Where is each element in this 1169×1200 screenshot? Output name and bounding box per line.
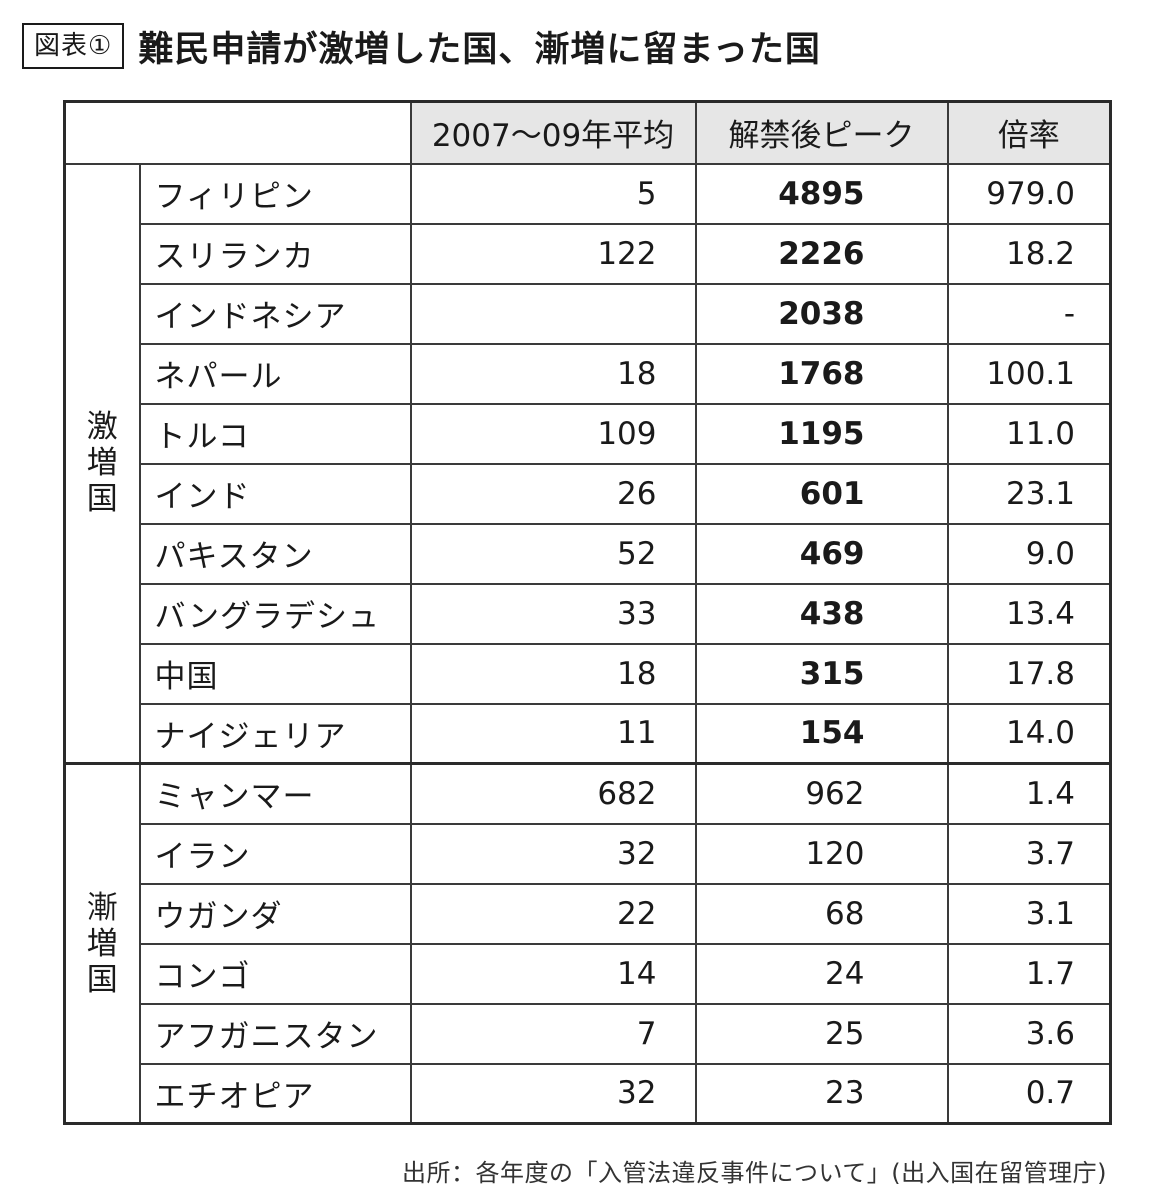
avg-cell: 5 xyxy=(409,162,697,225)
avg-cell: 18 xyxy=(409,342,697,405)
peak-cell: 962 xyxy=(694,762,949,825)
column-header-ratio: 倍率 xyxy=(946,100,1112,165)
country-cell: バングラデシュ xyxy=(138,582,412,645)
table-row: ネパール 18 1768 100.1 xyxy=(65,342,1112,405)
ratio-cell: 17.8 xyxy=(946,642,1112,705)
peak-cell: 23 xyxy=(694,1062,949,1125)
avg-cell: 22 xyxy=(409,882,697,945)
country-cell: ネパール xyxy=(138,342,412,405)
table-row: インド 26 601 23.1 xyxy=(65,462,1112,525)
table-row: パキスタン 52 469 9.0 xyxy=(65,522,1112,585)
avg-cell: 109 xyxy=(409,402,697,465)
group-label-char: 増 xyxy=(86,445,118,482)
avg-cell: 33 xyxy=(409,582,697,645)
country-cell: イラン xyxy=(138,822,412,885)
table-row: ナイジェリア 11 154 14.0 xyxy=(65,702,1112,765)
country-cell: エチオピア xyxy=(138,1062,412,1125)
group-label-char: 激 xyxy=(86,409,118,446)
table-row: トルコ 109 1195 11.0 xyxy=(65,402,1112,465)
column-header-peak: 解禁後ピーク xyxy=(694,100,949,165)
table-row: 中国 18 315 17.8 xyxy=(65,642,1112,705)
peak-cell: 68 xyxy=(694,882,949,945)
country-cell: コンゴ xyxy=(138,942,412,1005)
table-row: ウガンダ 22 68 3.1 xyxy=(65,882,1112,945)
column-header-avg: 2007〜09年平均 xyxy=(409,100,697,165)
avg-cell: 14 xyxy=(409,942,697,1005)
country-cell: フィリピン xyxy=(138,162,412,225)
country-cell: ミャンマー xyxy=(138,762,412,825)
table-row: アフガニスタン 7 25 3.6 xyxy=(65,1002,1112,1065)
figure-title: 難民申請が激増した国、漸増に留まった国 xyxy=(138,29,821,70)
header-blank-cell xyxy=(64,101,412,165)
peak-cell: 120 xyxy=(694,822,949,885)
refugee-application-table: 2007〜09年平均 解禁後ピーク 倍率 激増国フィリピン 5 4895 979.0 ス… xyxy=(63,100,1112,1125)
group-label-char: 漸 xyxy=(86,889,118,926)
group-label-cell: 激増国 xyxy=(63,162,141,765)
table-row: イラン 32 120 3.7 xyxy=(65,822,1112,885)
table-row: コンゴ 14 24 1.7 xyxy=(65,942,1112,1005)
country-cell: インドネシア xyxy=(138,282,412,345)
ratio-cell: 3.7 xyxy=(946,822,1112,885)
country-cell: トルコ xyxy=(138,402,412,465)
group-label-char: 国 xyxy=(86,481,118,518)
avg-cell: 32 xyxy=(409,1062,697,1125)
avg-cell: 26 xyxy=(409,462,697,525)
group-label-cell: 漸増国 xyxy=(63,762,141,1125)
ratio-cell: 18.2 xyxy=(946,222,1112,285)
peak-cell: 1195 xyxy=(694,402,949,465)
table-header-row: 2007〜09年平均 解禁後ピーク 倍率 xyxy=(64,100,1112,165)
avg-cell: 18 xyxy=(409,642,697,705)
country-cell: ナイジェリア xyxy=(138,702,412,765)
peak-cell: 24 xyxy=(694,942,949,1005)
group-label-char: 国 xyxy=(86,961,118,998)
country-cell: アフガニスタン xyxy=(138,1002,412,1065)
country-cell: パキスタン xyxy=(138,522,412,585)
peak-cell: 154 xyxy=(694,702,949,765)
ratio-cell: 23.1 xyxy=(946,462,1112,525)
table-row: 漸増国ミャンマー 682 962 1.4 xyxy=(63,762,1112,1125)
figure-header: 図表① 難民申請が激増した国、漸増に留まった国 xyxy=(22,20,821,72)
peak-cell: 2226 xyxy=(694,222,949,285)
ratio-cell: 9.0 xyxy=(946,522,1112,585)
table-row: スリランカ 122 2226 18.2 xyxy=(65,222,1112,285)
avg-cell: 122 xyxy=(409,222,697,285)
avg-cell: 52 xyxy=(409,522,697,585)
ratio-cell: 1.7 xyxy=(946,942,1112,1005)
avg-cell: 11 xyxy=(409,702,697,765)
ratio-cell: 0.7 xyxy=(946,1062,1112,1125)
avg-cell: 32 xyxy=(409,822,697,885)
peak-cell: 1768 xyxy=(694,342,949,405)
peak-cell: 2038 xyxy=(694,282,949,345)
ratio-cell: 979.0 xyxy=(946,162,1112,225)
table-row: バングラデシュ 33 438 13.4 xyxy=(65,582,1112,645)
table-row: インドネシア 2038- xyxy=(65,282,1112,345)
country-cell: 中国 xyxy=(138,642,412,705)
peak-cell: 601 xyxy=(694,462,949,525)
avg-cell: 682 xyxy=(409,762,697,825)
country-cell: ウガンダ xyxy=(138,882,412,945)
ratio-cell: 14.0 xyxy=(946,702,1112,765)
ratio-cell: 3.1 xyxy=(946,882,1112,945)
group-label-char: 増 xyxy=(86,925,118,962)
ratio-cell: 11.0 xyxy=(946,402,1112,465)
figure-label: 図表① xyxy=(22,23,125,69)
peak-cell: 438 xyxy=(694,582,949,645)
country-cell: スリランカ xyxy=(138,222,412,285)
country-cell: インド xyxy=(138,462,412,525)
ratio-cell: 3.6 xyxy=(946,1002,1112,1065)
avg-cell xyxy=(409,282,697,345)
peak-cell: 469 xyxy=(694,522,949,585)
peak-cell: 315 xyxy=(694,642,949,705)
avg-cell: 7 xyxy=(409,1002,697,1065)
peak-cell: 4895 xyxy=(694,162,949,225)
ratio-cell: - xyxy=(946,282,1112,345)
ratio-cell: 13.4 xyxy=(946,582,1112,645)
source-note: 出所：各年度の「入管法違反事件について」(出入国在留管理庁) xyxy=(401,1159,1107,1187)
table-row: エチオピア 32 23 0.7 xyxy=(65,1062,1112,1125)
table-row: 激増国フィリピン 5 4895 979.0 xyxy=(63,162,1112,765)
ratio-cell: 1.4 xyxy=(946,762,1112,825)
table-body: 激増国フィリピン 5 4895 979.0 スリランカ 122 2226 18.2 インドネシア… xyxy=(63,162,1112,1125)
peak-cell: 25 xyxy=(694,1002,949,1065)
ratio-cell: 100.1 xyxy=(946,342,1112,405)
